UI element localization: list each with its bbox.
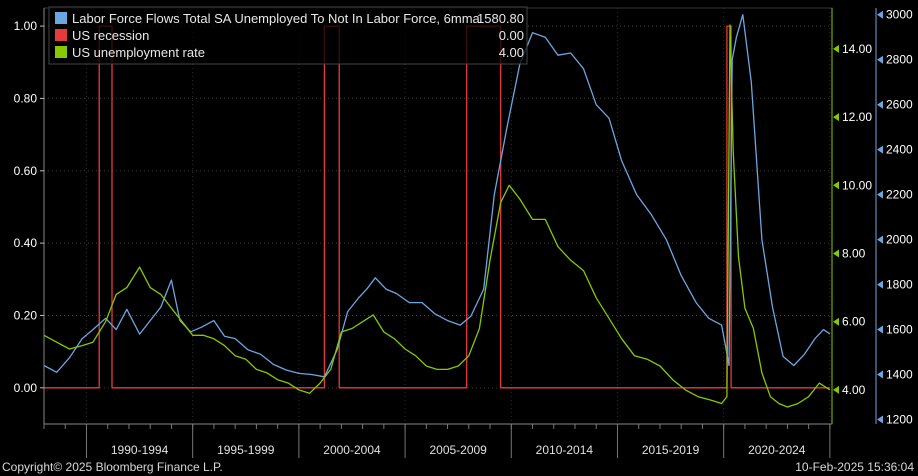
mid-tick-marker: [833, 249, 839, 258]
legend-swatch: [55, 46, 67, 58]
right-tick-marker: [877, 325, 883, 334]
legend-swatch: [55, 29, 67, 41]
legend-box: [48, 6, 528, 65]
plot-area: [43, 7, 833, 425]
left-tick-label: 0.20: [14, 308, 38, 322]
category-separators: 1990-1994 1995-1999 2000-2004 2005-2009 2010…: [43, 8, 831, 458]
right-tick-label: 2200: [886, 188, 913, 202]
right-tick-label: 3000: [886, 8, 913, 22]
mid-tick-label: 10.00: [842, 178, 872, 192]
right-tick-marker: [877, 190, 883, 199]
axes: 0.00 0.20 0.40 0.60 0.80 1.00 4.00 6.00 8.00 10.0…: [14, 8, 913, 427]
right-tick-label: 1800: [886, 278, 913, 292]
legend-label: US unemployment rate: [72, 45, 205, 60]
grid: [43, 7, 833, 425]
timestamp-text: 10-Feb-2025 15:36:04: [795, 460, 914, 474]
left-tick-label: 0.60: [14, 164, 38, 178]
legend-value: 4.00: [499, 45, 524, 60]
legend-label: Labor Force Flows Total SA Unemployed To…: [72, 11, 481, 26]
mid-tick-label: 12.00: [842, 110, 872, 124]
copyright-text: Copyright© 2025 Bloomberg Finance L.P.: [2, 460, 223, 474]
right-tick-label: 1600: [886, 323, 913, 337]
right-tick-label: 2000: [886, 233, 913, 247]
mid-tick-label: 14.00: [842, 42, 872, 56]
mid-tick-marker: [833, 385, 839, 394]
right-tick-marker: [877, 370, 883, 379]
right-tick-marker: [877, 235, 883, 244]
right-tick-label: 2400: [886, 143, 913, 157]
x-tick-label: 2020-2024: [748, 443, 806, 457]
right-tick-marker: [877, 100, 883, 109]
mid-tick-marker: [833, 44, 839, 53]
left-tick-label: 0.80: [14, 91, 38, 105]
series-line: [43, 14, 831, 378]
legend-swatch: [55, 12, 67, 24]
right-tick-marker: [877, 55, 883, 64]
x-tick-label: 2010-2014: [536, 443, 594, 457]
right-tick-label: 1200: [886, 413, 913, 427]
right-tick-marker: [877, 415, 883, 424]
x-tick-label: 1995-1999: [217, 443, 275, 457]
mid-tick-label: 6.00: [842, 315, 866, 329]
mid-tick-marker: [833, 181, 839, 190]
legend-value: 0.00: [499, 28, 524, 43]
series-line: [43, 24, 831, 408]
x-tick-label: 1990-1994: [111, 443, 169, 457]
right-tick-marker: [877, 10, 883, 19]
legend-label: US recession: [72, 28, 149, 43]
right-tick-label: 2800: [886, 53, 913, 67]
mid-tick-marker: [833, 113, 839, 122]
right-tick-label: 2600: [886, 98, 913, 112]
mid-tick-marker: [833, 317, 839, 326]
left-tick-label: 1.00: [14, 19, 38, 33]
legend: Labor Force Flows Total SA Unemployed To…: [48, 6, 528, 65]
mid-tick-label: 4.00: [842, 383, 866, 397]
mid-tick-label: 8.00: [842, 247, 866, 261]
x-tick-label: 2000-2004: [323, 443, 381, 457]
right-tick-label: 1400: [886, 368, 913, 382]
right-tick-marker: [877, 145, 883, 154]
legend-value: 1580.80: [477, 11, 524, 26]
left-tick-label: 0.00: [14, 381, 38, 395]
x-tick-label: 2015-2019: [642, 443, 700, 457]
x-tick-label: 2005-2009: [429, 443, 487, 457]
left-tick-label: 0.40: [14, 236, 38, 250]
right-tick-marker: [877, 280, 883, 289]
